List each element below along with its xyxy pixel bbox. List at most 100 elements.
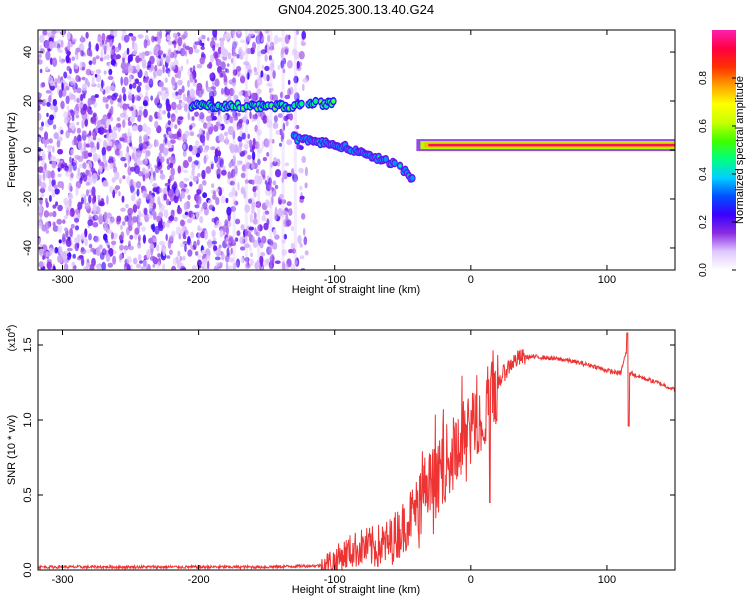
spectrogram-y-ticks: -40 -20 0 20 40 bbox=[22, 46, 675, 256]
noise-blob bbox=[88, 172, 92, 178]
noise-blob bbox=[269, 93, 274, 101]
noise-blob bbox=[177, 36, 183, 47]
noise-blob bbox=[231, 46, 236, 55]
noise-blob bbox=[240, 224, 245, 231]
noise-blob bbox=[128, 54, 133, 62]
noise-blob bbox=[115, 54, 121, 60]
noise-blob bbox=[76, 234, 81, 243]
noise-blob bbox=[142, 259, 149, 268]
noise-blob bbox=[299, 195, 305, 200]
noise-blob bbox=[136, 188, 140, 197]
noise-blob bbox=[109, 116, 114, 122]
noise-blob bbox=[159, 173, 166, 180]
noise-blob bbox=[211, 37, 215, 42]
noise-blob bbox=[116, 117, 121, 122]
noise-blob bbox=[161, 86, 167, 91]
noise-blob bbox=[57, 254, 63, 264]
noise-blob bbox=[272, 180, 277, 186]
noise-blob bbox=[127, 64, 134, 74]
noise-blob bbox=[122, 221, 126, 226]
noise-blob bbox=[257, 77, 263, 86]
noise-blob bbox=[207, 199, 213, 205]
noise-blob bbox=[238, 46, 243, 53]
noise-blob bbox=[78, 76, 81, 82]
noise-streak bbox=[232, 30, 236, 270]
noise-blob bbox=[163, 193, 167, 201]
noise-blob bbox=[51, 160, 57, 169]
noise-blob bbox=[158, 81, 164, 88]
noise-blob bbox=[70, 162, 77, 167]
noise-blob bbox=[81, 76, 86, 81]
noise-blob bbox=[92, 56, 97, 65]
noise-blob bbox=[281, 239, 286, 244]
noise-blob bbox=[75, 114, 80, 119]
noise-blob bbox=[111, 131, 118, 140]
noise-blob bbox=[186, 218, 193, 224]
noise-blob bbox=[100, 118, 106, 125]
noise-blob bbox=[52, 99, 57, 107]
noise-blob bbox=[75, 225, 79, 231]
noise-blob bbox=[75, 186, 79, 196]
x-tick-label: -200 bbox=[188, 574, 210, 586]
noise-blob bbox=[210, 86, 216, 90]
noise-blob bbox=[101, 146, 107, 157]
noise-blob bbox=[57, 74, 61, 82]
noise-blob bbox=[136, 85, 141, 93]
noise-blob bbox=[133, 42, 138, 52]
noise-blob bbox=[129, 116, 135, 123]
noise-blob bbox=[99, 244, 103, 250]
noise-blob bbox=[239, 246, 246, 251]
noise-blob bbox=[211, 240, 218, 245]
noise-blob bbox=[134, 165, 140, 175]
noise-blob bbox=[249, 139, 253, 149]
noise-blob bbox=[213, 51, 219, 59]
noise-blob bbox=[120, 62, 127, 70]
noise-blob bbox=[103, 70, 107, 75]
noise-blob bbox=[177, 136, 183, 141]
noise-blob bbox=[67, 192, 74, 200]
noise-blob bbox=[146, 249, 151, 259]
noise-blob bbox=[63, 111, 69, 119]
noise-blob bbox=[67, 128, 73, 133]
noise-blob bbox=[122, 93, 127, 102]
noise-blob bbox=[254, 262, 260, 270]
noise-blob bbox=[85, 249, 91, 254]
noise-blob bbox=[168, 130, 172, 135]
noise-blob bbox=[66, 65, 71, 72]
colorbar-tick-label: 0.2 bbox=[698, 215, 709, 229]
noise-blob bbox=[122, 68, 126, 74]
noise-blob bbox=[189, 88, 195, 99]
noise-blob bbox=[179, 181, 185, 189]
noise-blob bbox=[211, 183, 215, 188]
noise-blob bbox=[112, 126, 118, 132]
noise-blob bbox=[183, 169, 189, 174]
noise-blob bbox=[127, 220, 134, 227]
noise-blob bbox=[173, 216, 178, 222]
noise-blob bbox=[120, 207, 126, 212]
noise-blob bbox=[217, 66, 223, 73]
noise-blob bbox=[163, 134, 167, 138]
noise-blob bbox=[214, 256, 221, 261]
noise-blob bbox=[63, 119, 68, 124]
noise-blob bbox=[162, 263, 166, 270]
noise-blob bbox=[199, 112, 205, 120]
noise-blob bbox=[232, 262, 237, 270]
noise-blob bbox=[134, 94, 141, 101]
noise-blob bbox=[80, 45, 85, 50]
noise-blob bbox=[291, 226, 294, 232]
noise-blob bbox=[73, 135, 78, 146]
noise-blob bbox=[121, 35, 125, 41]
noise-blob bbox=[38, 126, 44, 131]
noise-blob bbox=[216, 188, 220, 192]
noise-blob bbox=[256, 129, 262, 136]
noise-blob bbox=[234, 218, 241, 225]
noise-blob bbox=[139, 260, 143, 264]
noise-blob bbox=[301, 155, 307, 164]
noise-blob bbox=[66, 252, 72, 258]
noise-blob bbox=[284, 34, 290, 44]
noise-blob bbox=[87, 160, 93, 170]
noise-blob bbox=[157, 161, 161, 167]
noise-blob bbox=[187, 156, 193, 163]
noise-blob bbox=[151, 35, 155, 43]
noise-blob bbox=[125, 204, 129, 208]
